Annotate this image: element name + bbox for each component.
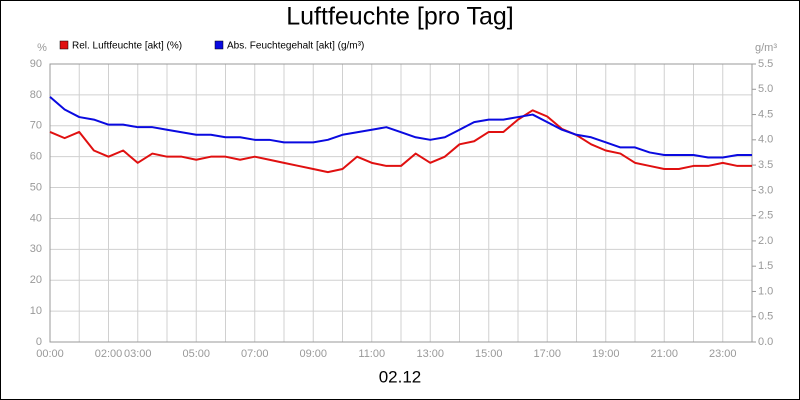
y-tick-label: 90 — [30, 58, 42, 70]
x-tick-label: 03:00 — [124, 348, 152, 360]
y2-tick-label: 5.5 — [758, 58, 773, 70]
y-tick-label: 30 — [30, 243, 42, 255]
y2-tick-label: 5.0 — [758, 83, 773, 95]
plot-border — [49, 63, 753, 343]
x-tick-label: 19:00 — [592, 348, 620, 360]
y2-tick-label: 4.5 — [758, 108, 773, 120]
x-tick-label: 05:00 — [182, 348, 210, 360]
x-axis-label: 02.12 — [379, 367, 422, 386]
y2-tick-label: 1.0 — [758, 285, 773, 297]
y2-tick-label: 1.5 — [758, 260, 773, 272]
x-tick-label: 21:00 — [650, 348, 678, 360]
y-tick-label: 0 — [36, 336, 42, 348]
y-axis-unit: % — [37, 42, 47, 54]
y2-tick-label: 3.5 — [758, 159, 773, 171]
legend: Rel. Luftfeuchte [akt] (%) Abs. Feuchtege… — [59, 40, 364, 52]
legend-swatch — [59, 40, 69, 50]
legend-label: Rel. Luftfeuchte [akt] (%) — [72, 41, 182, 52]
y-tick-label: 70 — [30, 120, 42, 132]
y2-tick-label: 0.5 — [758, 311, 773, 323]
y2-tick-label: 2.0 — [758, 235, 773, 247]
y-tick-label: 10 — [30, 305, 42, 317]
y2-tick-label: 2.5 — [758, 210, 773, 222]
y-tick-label: 80 — [30, 89, 42, 101]
x-tick-label: 11:00 — [358, 348, 385, 360]
x-tick-label: 23:00 — [709, 348, 737, 360]
x-tick-label: 02:00 — [95, 348, 123, 360]
data-line — [49, 109, 752, 174]
y-tick-label: 40 — [30, 212, 42, 224]
x-tick-label: 07:00 — [241, 348, 269, 360]
data-line — [49, 96, 752, 159]
x-tick-label: 17:00 — [533, 348, 561, 360]
x-tick-label: 00:00 — [36, 348, 64, 360]
y-tick-label: 60 — [30, 151, 42, 163]
legend-label: Abs. Feuchtegehalt [akt] (g/m³) — [227, 41, 364, 52]
chart-title: Luftfeuchte [pro Tag] — [286, 3, 513, 31]
y2-axis-unit: g/m³ — [755, 42, 777, 54]
x-tick-label: 13:00 — [416, 348, 444, 360]
legend-swatch — [214, 40, 224, 50]
x-tick-label: 09:00 — [299, 348, 327, 360]
y-tick-label: 20 — [30, 274, 42, 286]
y2-tick-label: 3.0 — [758, 184, 773, 196]
y2-tick-label: 0.0 — [758, 336, 773, 348]
y-tick-label: 50 — [30, 181, 42, 193]
x-tick-label: 15:00 — [475, 348, 503, 360]
y2-tick-label: 4.0 — [758, 134, 773, 146]
